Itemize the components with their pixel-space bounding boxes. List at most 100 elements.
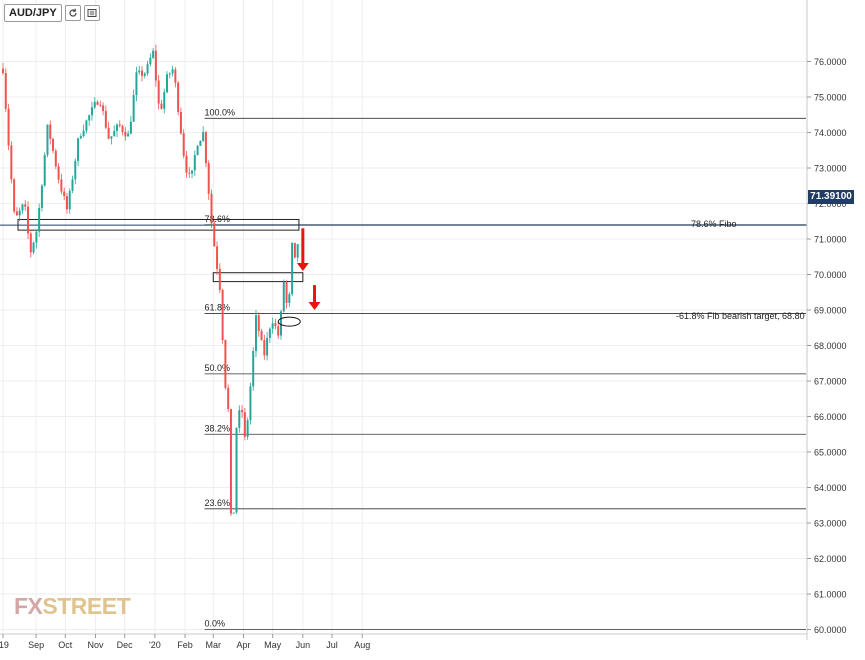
down-arrow-head-icon <box>308 302 321 310</box>
x-tick-label: Mar <box>206 640 222 650</box>
candle-body <box>46 124 49 155</box>
fib-level-label: 38.2% <box>205 423 231 433</box>
y-tick-label: 65.0000 <box>814 448 847 458</box>
candle-body <box>257 315 260 331</box>
candle-body <box>29 233 32 253</box>
candle-body <box>196 145 199 155</box>
candle-body <box>274 323 277 327</box>
candle-body <box>135 72 138 96</box>
fib-level-label: 23.6% <box>205 498 231 508</box>
y-tick-label: 76.0000 <box>814 57 847 67</box>
fib-level-label: 100.0% <box>205 107 236 117</box>
x-tick-label: May <box>264 640 282 650</box>
candle-body <box>129 121 132 134</box>
candle-body <box>85 120 88 131</box>
candle-body <box>188 172 191 174</box>
candle-body <box>232 512 235 514</box>
candle-body <box>249 386 252 421</box>
refresh-icon[interactable] <box>64 5 81 21</box>
candle-body <box>141 70 143 76</box>
rectangle-zones <box>17 218 304 283</box>
candle-body <box>216 246 219 269</box>
candle-body <box>254 315 257 352</box>
candle-body <box>246 420 249 437</box>
x-tick-label: Nov <box>87 640 104 650</box>
candle-body <box>52 138 55 151</box>
candle-body <box>115 124 118 131</box>
candle-body <box>13 179 16 212</box>
candle-body <box>71 179 74 191</box>
candle-body <box>4 73 7 109</box>
candle-body <box>193 154 196 171</box>
candle-body <box>49 124 52 139</box>
candle-body <box>277 326 280 336</box>
candle-body <box>32 242 35 253</box>
y-tick-label: 70.0000 <box>814 270 847 280</box>
candle-body <box>160 103 163 109</box>
candle-body <box>207 163 210 194</box>
candle-body <box>204 132 207 164</box>
candle-body <box>27 206 30 234</box>
fib-level-label: 0.0% <box>205 619 226 629</box>
candle-body <box>21 204 24 211</box>
fib-level-label: 50.0% <box>205 363 231 373</box>
candle-body <box>210 193 213 224</box>
y-tick-label: 63.0000 <box>814 519 847 529</box>
candle-body <box>266 337 269 356</box>
x-tick-label: '19 <box>0 640 9 650</box>
candle-body <box>40 185 43 208</box>
candle-body <box>15 211 18 216</box>
candle-body <box>43 154 46 186</box>
symbol-button[interactable]: AUD/JPY <box>4 4 62 22</box>
candle-body <box>10 145 13 180</box>
candle-body <box>280 311 282 336</box>
candle-body <box>154 50 157 81</box>
fib-level-label: 78.6% <box>205 214 231 224</box>
candle-body <box>149 57 152 65</box>
last-price-label: 71.39100 <box>808 190 854 204</box>
candle-body <box>282 281 285 312</box>
candle-body <box>146 64 149 74</box>
candle-body <box>2 68 4 74</box>
bearish-target-annotation: -61.8% Fib bearish target, 68.80 <box>676 311 805 321</box>
candle-body <box>171 69 174 74</box>
candle-body <box>168 73 171 75</box>
candlestick-series <box>2 44 299 517</box>
candle-body <box>110 136 113 139</box>
candle-body <box>99 104 102 106</box>
x-tick-label: Jul <box>326 640 338 650</box>
x-tick-label: Sep <box>28 640 44 650</box>
candle-body <box>35 231 38 243</box>
y-tick-label: 64.0000 <box>814 483 847 493</box>
chart-settings-icon[interactable] <box>83 5 100 21</box>
candle-body <box>163 92 166 109</box>
candle-body <box>118 124 121 126</box>
x-tick-label: Dec <box>117 640 134 650</box>
annotations: 78.6% Fibo -61.8% Fib bearish target, 68.… <box>277 219 805 327</box>
candle-body <box>38 207 41 232</box>
candle-body <box>221 289 224 341</box>
y-tick-label: 62.0000 <box>814 554 847 564</box>
candle-body <box>224 340 227 388</box>
candle-body <box>285 281 288 303</box>
candle-body <box>77 138 80 161</box>
fibo-786-annotation: 78.6% Fibo <box>691 219 737 229</box>
candle-body <box>227 387 230 410</box>
y-tick-label: 73.0000 <box>814 164 847 174</box>
candle-body <box>79 136 82 139</box>
y-tick-label: 61.0000 <box>814 590 847 600</box>
y-tick-label: 68.0000 <box>814 341 847 351</box>
candle-body <box>102 105 105 112</box>
candle-body <box>174 69 177 83</box>
fib-retracement: 100.0% 78.6% 61.8% 50.0% 38.2% 23.6% 0.0% <box>204 107 806 630</box>
candle-body <box>74 160 77 180</box>
y-tick-label: 71.0000 <box>814 235 847 245</box>
y-tick-label: 66.0000 <box>814 412 847 422</box>
candle-body <box>191 170 194 174</box>
candle-body <box>132 95 135 122</box>
candle-body <box>238 410 241 428</box>
x-tick-label: Aug <box>354 640 370 650</box>
candle-body <box>127 133 130 137</box>
x-tick-label: Feb <box>177 640 193 650</box>
